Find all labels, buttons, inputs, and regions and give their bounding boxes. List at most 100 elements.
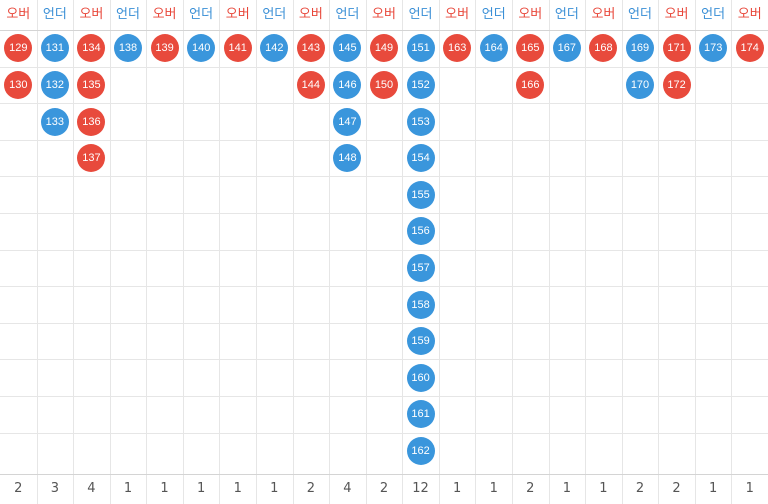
column-header-under: 언더	[701, 7, 726, 22]
over-result-ball: 136	[77, 107, 106, 136]
over-result-ball: 163	[443, 34, 472, 63]
over-result-ball: 166	[516, 70, 545, 99]
grid-row-line	[0, 140, 768, 141]
grid-row-line	[0, 286, 768, 287]
over-result-ball: 174	[735, 34, 764, 63]
column-header-under: 언더	[335, 7, 360, 22]
column-header-over: 오버	[372, 7, 396, 22]
column-header-under: 언더	[554, 7, 579, 22]
over-result-ball: 168	[589, 34, 618, 63]
under-result-ball: 160	[406, 363, 435, 392]
grid-column-line	[329, 0, 330, 504]
column-header-over: 오버	[591, 7, 616, 22]
column-streak-count: 2	[14, 481, 23, 496]
over-result-ball: 141	[223, 34, 252, 63]
under-result-ball: 167	[552, 34, 581, 63]
grid-row-line	[0, 30, 768, 31]
column-header-under: 언더	[42, 7, 67, 22]
under-result-ball: 158	[406, 290, 435, 319]
column-streak-count: 3	[50, 481, 59, 496]
column-streak-count: 1	[708, 481, 718, 496]
column-header-over: 오버	[445, 7, 470, 22]
column-streak-count: 1	[452, 481, 462, 496]
grid-column-line	[256, 0, 257, 504]
column-header-over: 오버	[664, 7, 689, 22]
under-result-ball: 147	[333, 107, 362, 136]
over-result-ball: 139	[150, 34, 179, 63]
over-result-ball: 137	[77, 144, 106, 173]
grid-row-line	[0, 396, 768, 397]
column-header-under: 언더	[262, 7, 287, 22]
under-result-ball: 132	[40, 70, 69, 99]
under-result-ball: 170	[626, 70, 654, 99]
column-streak-count: 2	[672, 481, 681, 496]
grid-column-line	[146, 0, 147, 504]
column-header-over: 오버	[79, 7, 104, 22]
under-result-ball: 164	[479, 34, 508, 63]
over-result-ball: 144	[296, 70, 325, 99]
column-streak-count: 1	[123, 481, 133, 496]
column-streak-count: 1	[489, 481, 498, 496]
over-result-ball: 134	[77, 34, 106, 63]
column-header-over: 오버	[152, 7, 177, 22]
column-streak-count: 1	[270, 481, 279, 496]
under-result-ball: 152	[406, 70, 435, 99]
grid-column-line	[731, 0, 732, 504]
column-header-under: 언더	[116, 7, 140, 22]
under-result-ball: 148	[333, 144, 362, 173]
column-header-under: 언더	[628, 7, 652, 22]
column-header-under: 언더	[408, 7, 433, 22]
grid-column-line	[475, 0, 476, 504]
grid-column-line	[73, 0, 74, 504]
under-result-ball: 157	[406, 253, 435, 282]
grid-column-line	[695, 0, 696, 504]
column-streak-count: 12	[412, 481, 429, 496]
column-streak-count: 2	[526, 481, 535, 496]
under-result-ball: 145	[333, 34, 362, 63]
under-result-ball: 133	[40, 107, 69, 136]
column-header-over: 오버	[518, 7, 543, 22]
column-streak-count: 2	[379, 481, 389, 496]
over-result-ball: 129	[4, 34, 33, 63]
grid-column-line	[549, 0, 550, 504]
grid-row-line	[0, 213, 768, 214]
column-streak-count: 1	[745, 481, 754, 496]
grid-column-line	[402, 0, 403, 504]
grid-column-line	[219, 0, 220, 504]
column-streak-count: 1	[562, 481, 571, 496]
column-header-over: 오버	[6, 7, 31, 22]
column-streak-count: 4	[87, 481, 96, 496]
grid-row-line	[0, 474, 768, 475]
column-streak-count: 1	[599, 481, 608, 496]
over-result-ball: 150	[370, 70, 398, 99]
grid-row-line	[0, 250, 768, 251]
under-result-ball: 142	[260, 34, 289, 63]
grid-column-line	[110, 0, 111, 504]
grid-column-line	[183, 0, 184, 504]
grid-column-line	[439, 0, 440, 504]
column-header-over: 오버	[737, 7, 762, 22]
column-header-under: 언더	[481, 7, 506, 22]
grid-row-line	[0, 176, 768, 177]
grid-column-line	[585, 0, 586, 504]
under-result-ball: 156	[406, 217, 435, 246]
grid-column-line	[622, 0, 623, 504]
under-result-ball: 154	[406, 144, 435, 173]
under-result-ball: 159	[406, 327, 435, 356]
over-result-ball: 171	[662, 34, 691, 63]
grid-row-line	[0, 359, 768, 360]
under-result-ball: 169	[626, 34, 654, 63]
column-streak-count: 1	[160, 481, 169, 496]
under-result-ball: 155	[406, 180, 435, 209]
grid-row-line	[0, 323, 768, 324]
grid-row-line	[0, 103, 768, 104]
grid-column-line	[293, 0, 294, 504]
over-result-ball: 149	[370, 34, 398, 63]
under-result-ball: 162	[406, 436, 435, 465]
column-header-over: 오버	[298, 7, 323, 22]
grid-column-line	[37, 0, 38, 504]
under-result-ball: 153	[406, 107, 435, 136]
column-streak-count: 1	[233, 481, 242, 496]
column-streak-count: 4	[343, 481, 352, 496]
